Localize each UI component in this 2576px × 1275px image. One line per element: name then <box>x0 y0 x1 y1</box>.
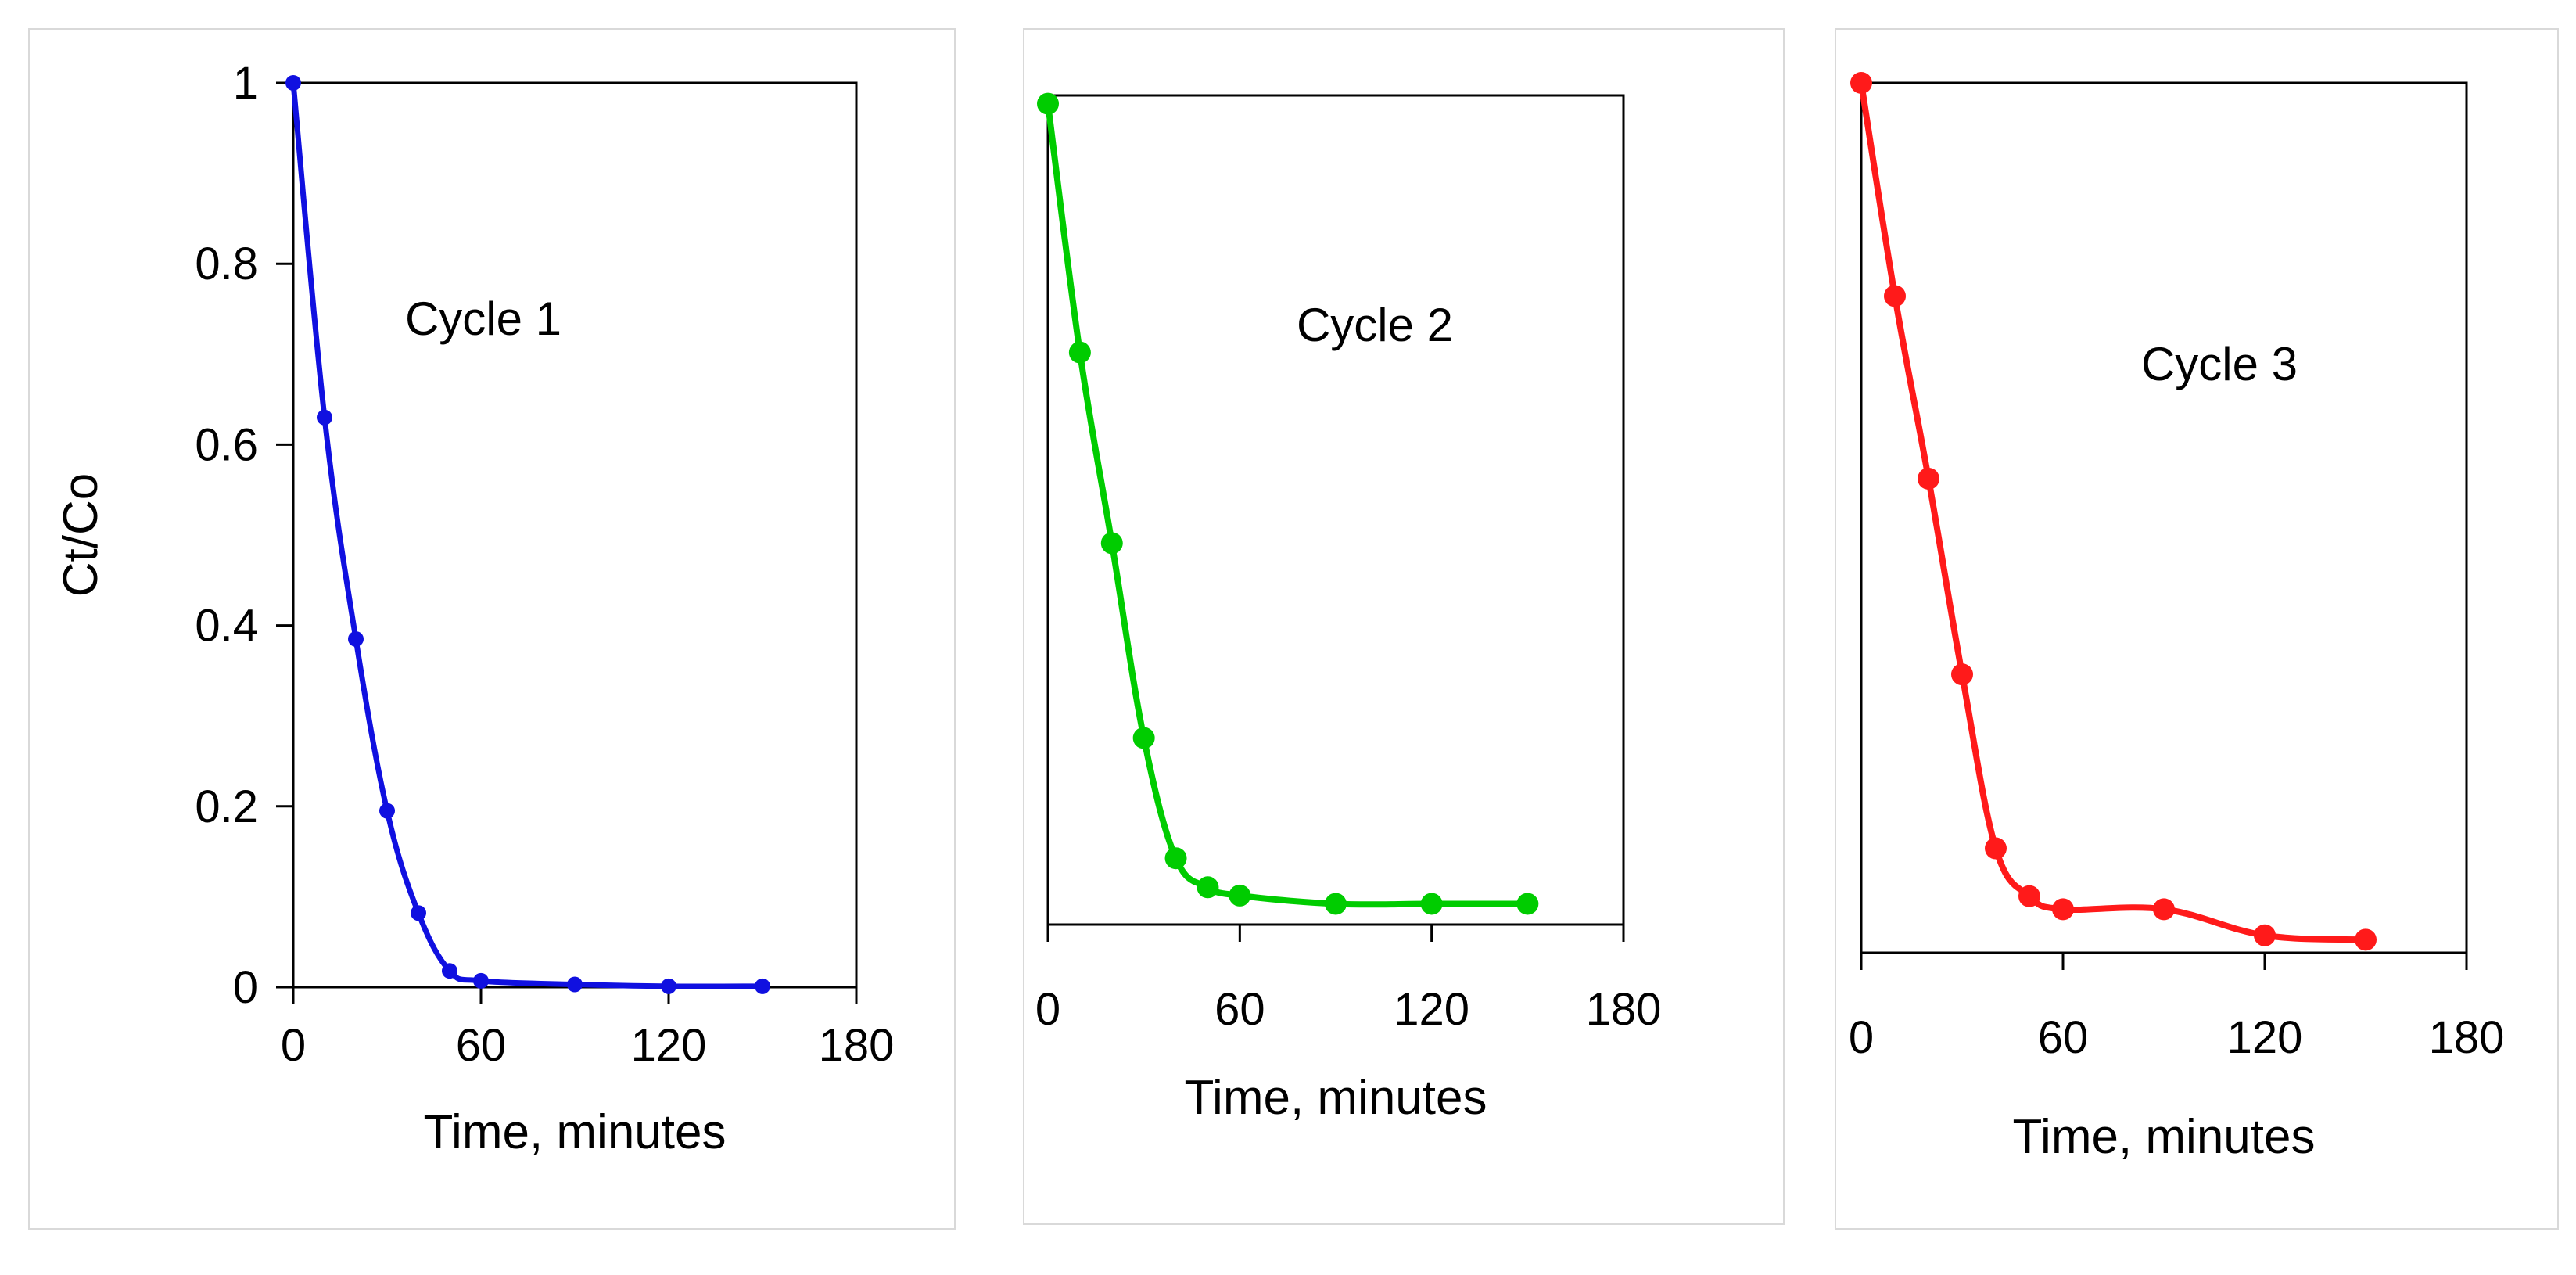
data-point <box>442 963 457 979</box>
data-point <box>2355 928 2377 951</box>
x-tick-label: 180 <box>1586 984 1662 1035</box>
data-point <box>411 905 426 921</box>
chart-cycle-3: 0 60 120 180 Time, minutes Cycle 3 <box>1849 72 2505 1164</box>
data-point <box>1420 892 1443 915</box>
y-tick-label: 0.8 <box>195 239 258 289</box>
x-tick-label: 60 <box>456 1020 507 1071</box>
data-point <box>348 630 364 647</box>
data-point <box>1516 892 1539 915</box>
data-point <box>473 972 489 989</box>
data-point <box>2018 885 2040 907</box>
data-point <box>1884 285 1906 307</box>
x-tick-label: 0 <box>1035 984 1060 1035</box>
plot-frame <box>292 81 858 989</box>
data-point <box>1325 892 1347 915</box>
cycle-annotation: Cycle 2 <box>1297 299 1453 351</box>
x-tick-label: 60 <box>2038 1012 2089 1063</box>
y-tick-label: 1 <box>233 58 258 109</box>
chart-panel-cycle-2: 0 60 120 180 Time, minutes Cycle 2 <box>1023 28 1785 1225</box>
data-point <box>379 803 395 819</box>
data-point <box>2052 898 2074 921</box>
chart-panel-cycle-1: 0 60 120 180 0 0.2 0.4 0.6 0.8 1 Time, minutes Ct/C… <box>28 28 956 1230</box>
y-tick-label: 0 <box>233 962 258 1013</box>
chart-panel-cycle-3: 0 60 120 180 Time, minutes Cycle 3 <box>1835 28 2559 1230</box>
x-tick-label: 60 <box>1214 984 1265 1035</box>
data-point <box>1068 341 1091 364</box>
series-line <box>1045 100 1531 908</box>
x-tick-label: 0 <box>1849 1012 1874 1063</box>
data-point <box>2254 924 2276 946</box>
data-point <box>285 75 301 91</box>
data-point <box>1918 467 1939 490</box>
data-point <box>1229 884 1251 907</box>
data-point <box>1985 837 2007 860</box>
data-point <box>1132 727 1155 749</box>
x-axis-title: Time, minutes <box>1184 1071 1487 1125</box>
x-tick-label: 0 <box>281 1020 306 1071</box>
y-tick-label: 0.2 <box>195 781 258 832</box>
data-point <box>661 978 676 994</box>
chart-cycle-2: 0 60 120 180 Time, minutes Cycle 2 <box>1035 92 1662 1125</box>
data-point <box>1037 92 1059 115</box>
x-tick-label: 180 <box>819 1020 895 1071</box>
data-point <box>1164 847 1187 870</box>
x-tick-label: 120 <box>1394 984 1469 1035</box>
data-point <box>755 978 770 994</box>
cycle-annotation: Cycle 1 <box>405 293 561 345</box>
data-point <box>1197 876 1219 899</box>
y-tick-label: 0.4 <box>195 601 258 652</box>
series-line <box>290 80 766 989</box>
y-tick-label: 0.6 <box>195 419 258 470</box>
y-axis-title: Ct/Co <box>54 473 108 597</box>
plot-frame <box>1860 81 2468 954</box>
cycle-annotation: Cycle 3 <box>2141 338 2298 390</box>
data-point <box>317 409 332 426</box>
data-point <box>1951 663 1973 686</box>
data-point <box>1100 532 1123 555</box>
x-tick-label: 180 <box>2429 1012 2505 1063</box>
data-point <box>567 976 583 993</box>
chart-cycle-1: 0 60 120 180 0 0.2 0.4 0.6 0.8 1 Time, minutes Ct/C… <box>54 58 895 1159</box>
x-axis-title: Time, minutes <box>423 1105 726 1159</box>
plot-frame <box>1046 94 1625 926</box>
x-tick-label: 120 <box>2227 1012 2303 1063</box>
data-point <box>2153 898 2175 921</box>
x-axis-title: Time, minutes <box>2012 1110 2315 1164</box>
data-point <box>1850 72 1872 94</box>
x-tick-label: 120 <box>631 1020 707 1071</box>
series-line <box>1858 80 2369 943</box>
